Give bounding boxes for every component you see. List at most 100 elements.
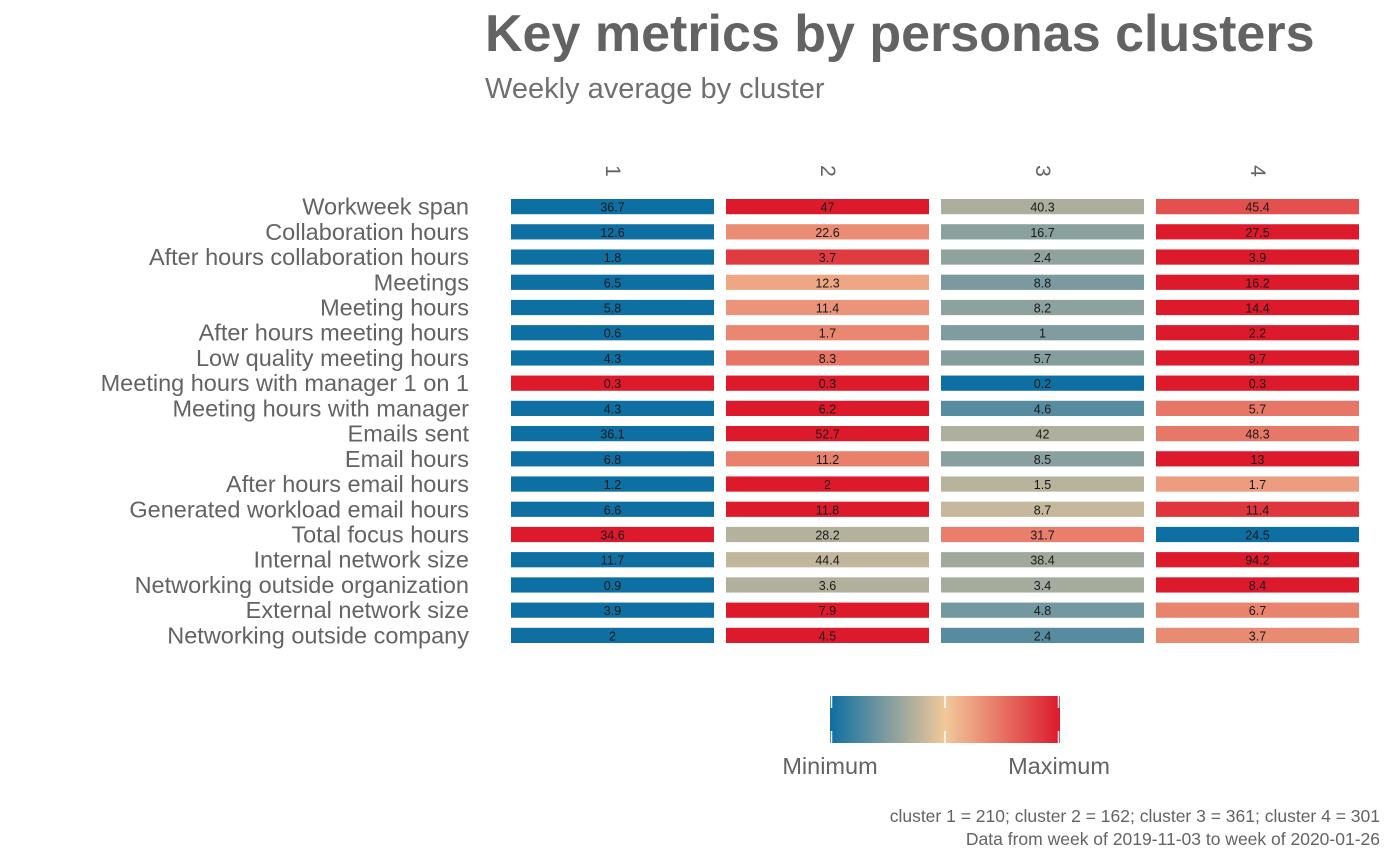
cell-value-label: 11.8 <box>816 503 839 517</box>
cell-value-label: 42 <box>1036 428 1050 442</box>
heatmap-cell <box>726 249 929 265</box>
column-labels: 1 2 3 4 <box>601 165 1269 177</box>
chart-title: Key metrics by personas clusters <box>485 5 1315 63</box>
heatmap-cell <box>941 299 1144 316</box>
cell-value-label: 2 <box>824 478 831 492</box>
heatmap-cell <box>1156 577 1359 593</box>
cell-value-label: 5.8 <box>604 302 621 316</box>
heatmap-cell <box>511 552 714 568</box>
cell-value-label: 3.9 <box>604 604 621 618</box>
heatmap-cell <box>941 274 1144 290</box>
cell-value-label: 16.2 <box>1245 276 1269 290</box>
row-label: Meetings <box>374 269 469 295</box>
heatmap-cell <box>511 426 714 442</box>
cell-value-label: 16.7 <box>1030 226 1054 240</box>
legend-max-label: Maximum <box>1008 753 1110 779</box>
heatmap-cell <box>726 274 929 290</box>
cell-value-label: 1.7 <box>819 327 836 341</box>
cell-value-label: 0.9 <box>604 579 621 593</box>
cell-value-label: 0.6 <box>604 327 621 341</box>
heatmap-cell <box>941 602 1144 618</box>
heatmap-cell <box>1156 400 1359 416</box>
heatmap-cell <box>511 224 714 240</box>
heatmap-cell <box>511 451 714 467</box>
cell-value-label: 1.2 <box>604 478 621 492</box>
heatmap-cell <box>1156 350 1359 366</box>
heatmap-cell <box>511 602 714 618</box>
heatmap-cell <box>511 400 714 416</box>
cell-value-label: 11.7 <box>601 554 624 568</box>
cell-value-label: 8.5 <box>1034 453 1051 467</box>
heatmap-cell <box>941 451 1144 467</box>
cell-value-label: 4.8 <box>1034 604 1051 618</box>
cell-value-label: 3.7 <box>1249 629 1266 643</box>
cell-value-label: 4.6 <box>1034 402 1051 416</box>
heatmap-cell <box>1156 325 1359 341</box>
cell-value-label: 52.7 <box>815 428 839 442</box>
row-label: External network size <box>246 597 469 623</box>
heatmap-cell <box>1156 501 1359 517</box>
cell-value-label: 2.4 <box>1034 629 1051 643</box>
cell-value-label: 28.2 <box>815 529 839 543</box>
heatmap-cell <box>511 299 714 316</box>
heatmap-cell <box>511 325 714 341</box>
row-label: Meeting hours with manager <box>172 395 469 421</box>
caption-cluster-sizes: cluster 1 = 210; cluster 2 = 162; cluste… <box>889 806 1380 826</box>
heatmap-cells: 36.7 47 40.3 45.412.6 22.6 16.7 27.51.8 3.7 2.4 3… <box>511 199 1359 643</box>
cell-value-label: 5.7 <box>1249 402 1266 416</box>
row-label: Total focus hours <box>291 522 469 548</box>
cell-value-label: 1 <box>1039 327 1046 341</box>
heatmap-cell <box>1156 426 1359 442</box>
cell-value-label: 6.7 <box>1249 604 1266 618</box>
heatmap-cell <box>941 224 1144 240</box>
cell-value-label: 12.3 <box>815 276 839 290</box>
heatmap-cell <box>1156 224 1359 240</box>
row-label: Emails sent <box>348 421 470 447</box>
cell-value-label: 13 <box>1251 453 1265 467</box>
cell-value-label: 36.1 <box>600 428 624 442</box>
cell-value-label: 3.7 <box>819 251 836 265</box>
cell-value-label: 22.6 <box>815 226 839 240</box>
heatmap-cell <box>726 199 929 215</box>
cell-value-label: 36.7 <box>600 201 624 215</box>
heatmap-cell <box>726 627 929 643</box>
heatmap-cell <box>511 350 714 366</box>
heatmap-cell <box>1156 476 1359 492</box>
cell-value-label: 4.5 <box>819 629 836 643</box>
heatmap-cell <box>726 400 929 416</box>
heatmap-cell <box>726 476 929 492</box>
heatmap-cell <box>726 299 929 316</box>
heatmap-cell <box>726 602 929 618</box>
row-label: Workweek span <box>302 194 469 220</box>
cell-value-label: 2.4 <box>1034 251 1051 265</box>
cell-value-label: 14.4 <box>1245 302 1269 316</box>
cell-value-label: 8.8 <box>1034 276 1051 290</box>
column-label-4: 4 <box>1246 165 1269 177</box>
cell-value-label: 2.2 <box>1249 327 1266 341</box>
cell-value-label: 0.3 <box>604 377 621 391</box>
cell-value-label: 8.4 <box>1249 579 1266 593</box>
heatmap-cell <box>726 224 929 240</box>
heatmap-cell <box>941 249 1144 265</box>
heatmap-cell <box>941 476 1144 492</box>
heatmap-cell <box>726 501 929 517</box>
heatmap-cell <box>941 627 1144 643</box>
heatmap-cell <box>941 400 1144 416</box>
row-label: Networking outside company <box>167 622 469 648</box>
cell-value-label: 1.8 <box>604 251 621 265</box>
chart-subtitle: Weekly average by cluster <box>485 73 825 105</box>
heatmap-cell <box>511 199 714 215</box>
row-label: After hours collaboration hours <box>149 244 469 270</box>
cell-value-label: 11.4 <box>816 302 839 316</box>
cell-value-label: 12.6 <box>600 226 624 240</box>
cell-value-label: 24.5 <box>1245 529 1269 543</box>
row-label: Internal network size <box>253 547 469 573</box>
row-label: After hours meeting hours <box>199 320 469 346</box>
heatmap-cell <box>1156 451 1359 467</box>
heatmap-cell <box>941 552 1144 568</box>
cell-value-label: 34.6 <box>600 529 624 543</box>
column-label-1: 1 <box>601 165 624 177</box>
row-label: Networking outside organization <box>135 572 469 598</box>
cell-value-label: 48.3 <box>1245 428 1269 442</box>
heatmap-cell <box>511 627 714 643</box>
